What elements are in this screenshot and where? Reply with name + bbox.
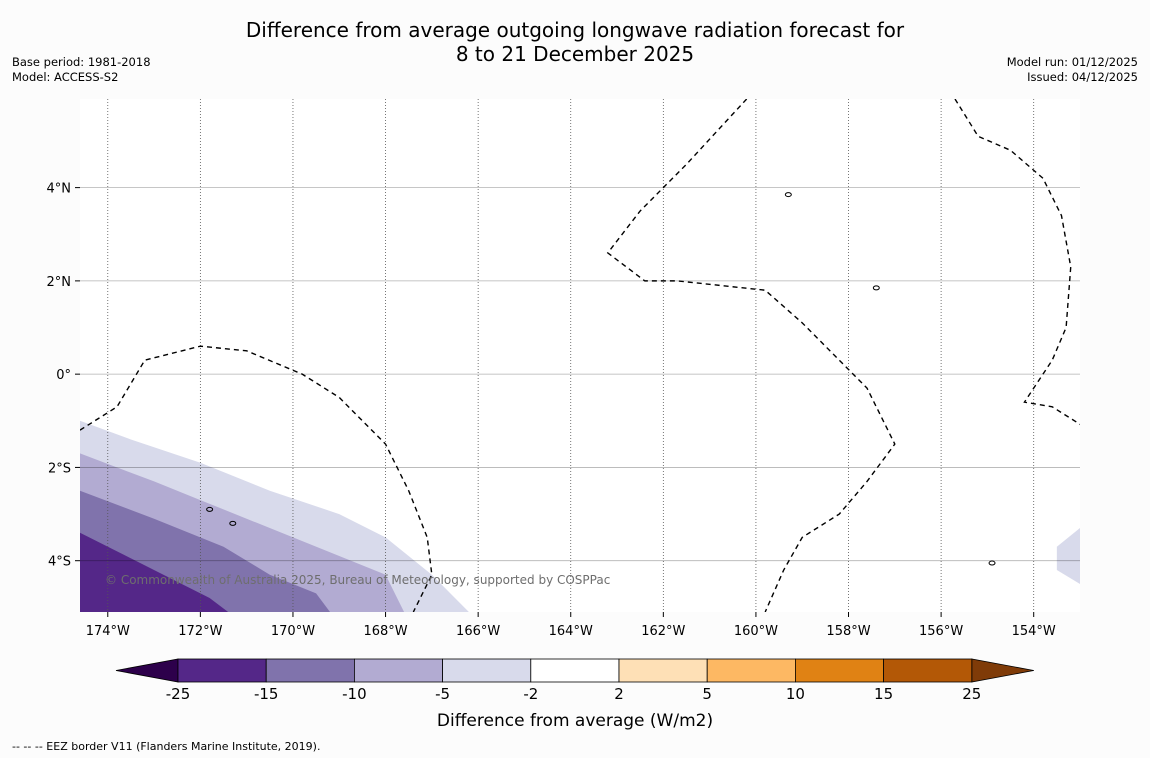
chart-title-line2: 8 to 21 December 2025 — [455, 42, 695, 66]
x-tick-label: 162°W — [641, 624, 685, 639]
negative-region-4 — [1056, 528, 1080, 585]
chart-title-line1: Difference from average outgoing longwav… — [245, 18, 905, 42]
y-tick-label: 2°N — [47, 275, 72, 290]
colorbar-tick-label: -10 — [342, 685, 367, 703]
colorbar-segment — [706, 658, 796, 683]
x-tick-label: 164°W — [549, 624, 593, 639]
eez-border-line — [954, 99, 1080, 426]
colorbar-tick-label: 5 — [702, 685, 712, 703]
island-outline — [784, 192, 792, 198]
copyright-text: © Commonwealth of Australia 2025, Bureau… — [105, 573, 610, 587]
meta-left: Base period: 1981-2018 Model: ACCESS-S2 — [12, 55, 151, 85]
issued-date: Issued: 04/12/2025 — [1027, 70, 1138, 84]
y-tick-label: 4°S — [48, 555, 71, 570]
colorbar-label: Difference from average (W/m2) — [437, 711, 713, 731]
colorbar-tick-label: -15 — [254, 685, 279, 703]
colorbar-segment — [883, 658, 973, 683]
x-tick-label: 158°W — [826, 624, 870, 639]
colorbar-segment — [618, 658, 708, 683]
eez-border-line — [606, 99, 896, 612]
chart-title: Difference from average outgoing longwav… — [0, 18, 1150, 66]
x-tick-label: 154°W — [1012, 624, 1056, 639]
x-tick-label: 160°W — [734, 624, 778, 639]
island-outline — [206, 506, 214, 512]
colorbar-tick-label: -25 — [166, 685, 191, 703]
colorbar-segment — [353, 658, 443, 683]
island-outline — [988, 560, 996, 566]
colorbar-under-arrow — [115, 658, 179, 683]
island-outline — [872, 285, 880, 291]
x-tick-label: 172°W — [178, 624, 222, 639]
x-tick-label: 174°W — [86, 624, 130, 639]
colorbar-tick-label: 15 — [874, 685, 893, 703]
x-tick-label: 156°W — [919, 624, 963, 639]
island-outline — [229, 520, 237, 526]
model-name: Model: ACCESS-S2 — [12, 70, 119, 84]
colorbar-tick-label: 10 — [786, 685, 805, 703]
colorbar-segment — [795, 658, 885, 683]
base-period: Base period: 1981-2018 — [12, 55, 151, 69]
negative-region-3 — [80, 532, 229, 612]
x-tick-label: 170°W — [271, 624, 315, 639]
meta-right: Model run: 01/12/2025 Issued: 04/12/2025 — [1007, 55, 1138, 85]
eez-footnote: -- -- -- EEZ border V11 (Flanders Marine… — [12, 740, 321, 753]
x-tick-label: 168°W — [363, 624, 407, 639]
y-tick-label: 0° — [56, 368, 71, 383]
colorbar-tick-label: 25 — [962, 685, 981, 703]
band-5 — [80, 99, 1080, 612]
y-tick-label: 4°N — [47, 182, 72, 197]
colorbar-segment — [442, 658, 532, 683]
x-tick-label: 166°W — [456, 624, 500, 639]
colorbar-tick-label: -5 — [435, 685, 450, 703]
colorbar-segment — [177, 658, 267, 683]
colorbar-segment — [265, 658, 355, 683]
colorbar-segment — [530, 658, 620, 683]
colorbar-tick-label: -2 — [523, 685, 538, 703]
model-run: Model run: 01/12/2025 — [1006, 55, 1138, 69]
colorbar-tick-label: 2 — [614, 685, 624, 703]
colorbar-over-arrow — [971, 658, 1034, 683]
eez-border-line — [80, 345, 433, 612]
y-tick-label: 2°S — [48, 461, 71, 476]
